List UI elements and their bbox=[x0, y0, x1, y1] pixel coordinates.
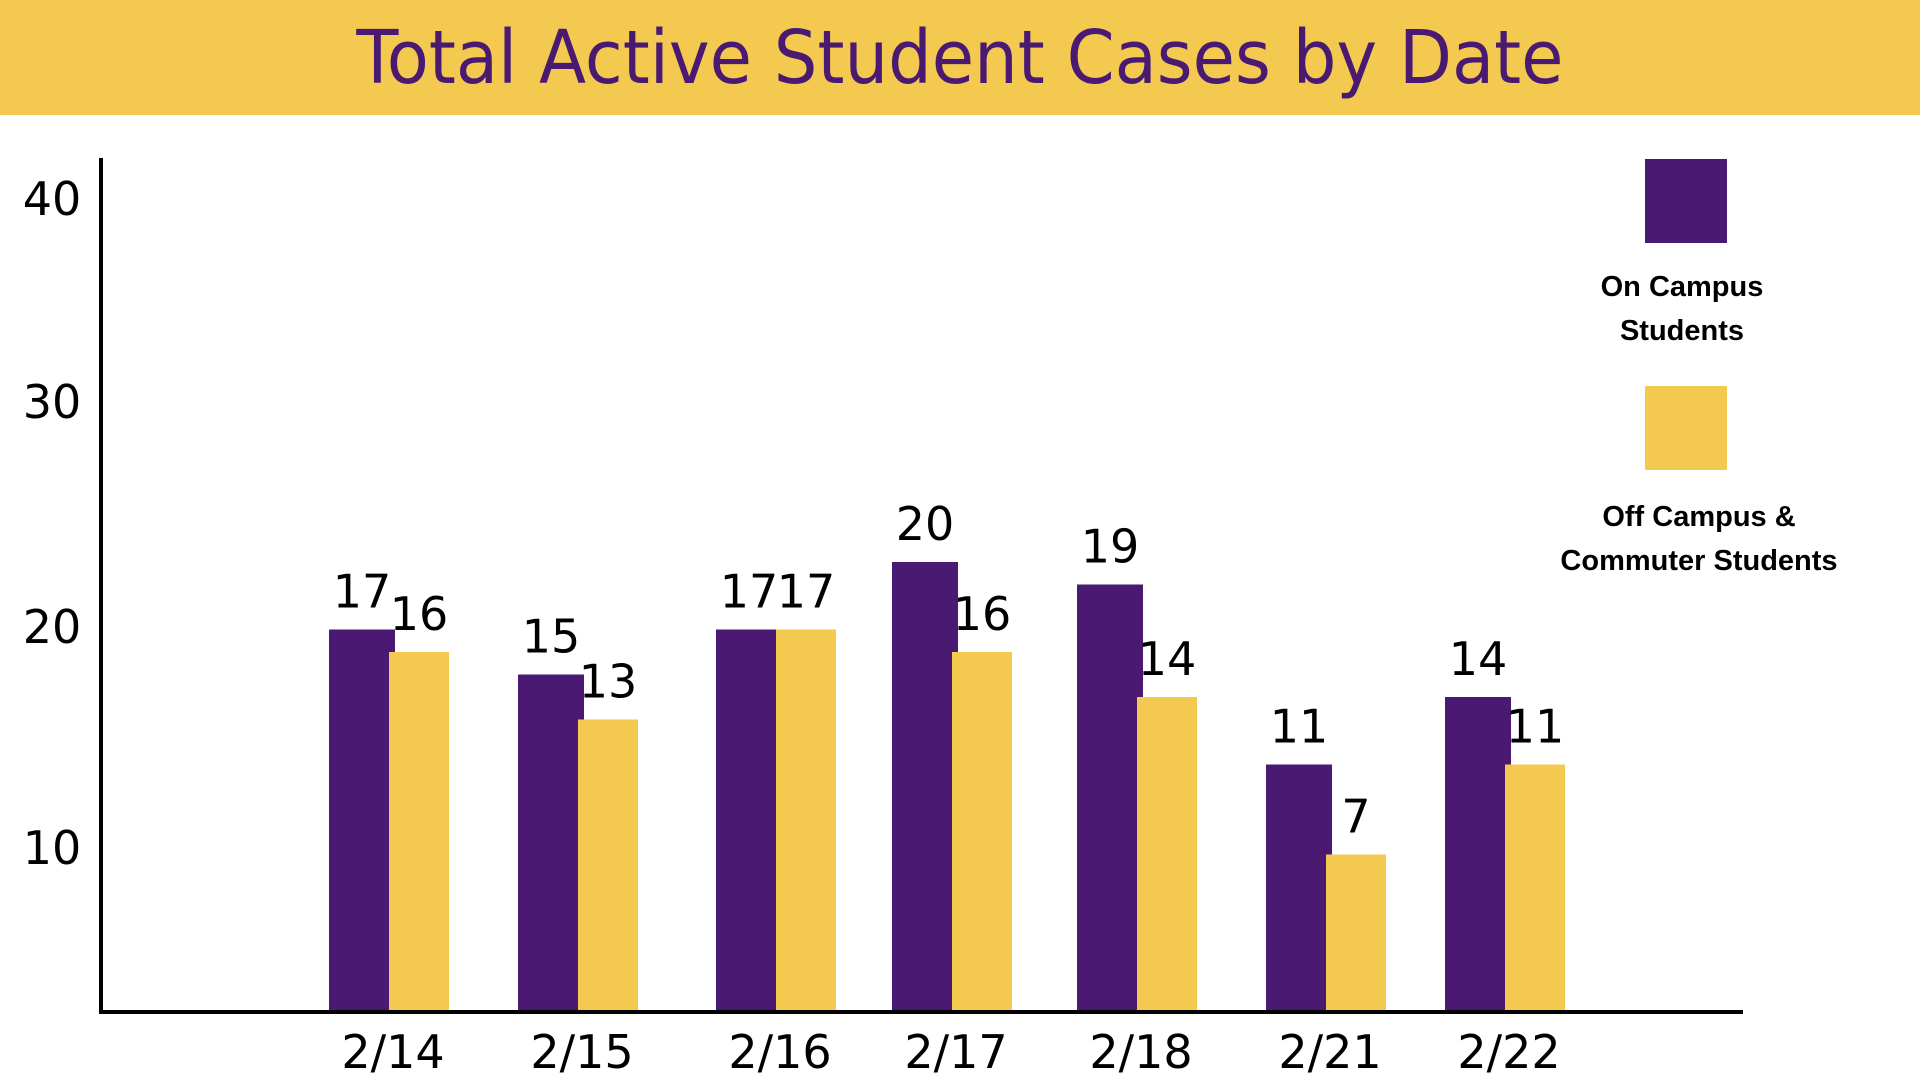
data-label-on-campus: 17 bbox=[333, 565, 392, 619]
bar-on-campus bbox=[518, 674, 584, 1010]
x-tick-label: 2/15 bbox=[530, 1025, 633, 1079]
y-tick-label: 10 bbox=[23, 821, 82, 875]
legend-swatch-off-campus bbox=[1645, 386, 1727, 470]
bar-on-campus bbox=[329, 629, 395, 1010]
legend-swatch-on-campus bbox=[1645, 159, 1727, 243]
bar-on-campus bbox=[1445, 697, 1511, 1010]
bar-off-campus bbox=[1137, 697, 1197, 1010]
bar-off-campus bbox=[389, 652, 449, 1010]
data-label-off-campus: 16 bbox=[953, 587, 1012, 641]
data-label-off-campus: 7 bbox=[1341, 790, 1370, 844]
x-tick-label: 2/22 bbox=[1457, 1025, 1560, 1079]
bar-on-campus bbox=[1077, 584, 1143, 1010]
bar-off-campus bbox=[776, 629, 836, 1010]
data-label-on-campus: 17 bbox=[720, 565, 779, 619]
x-tick-label: 2/21 bbox=[1278, 1025, 1381, 1079]
x-tick-label: 2/14 bbox=[341, 1025, 444, 1079]
chart-title: Total Active Student Cases by Date bbox=[356, 14, 1564, 101]
data-label-off-campus: 13 bbox=[579, 655, 638, 709]
y-tick-label: 20 bbox=[23, 600, 82, 654]
bar-off-campus bbox=[952, 652, 1012, 1010]
data-label-on-campus: 14 bbox=[1449, 632, 1508, 686]
data-label-off-campus: 11 bbox=[1506, 700, 1565, 754]
legend-label-off-campus: Off Campus & Commuter Students bbox=[1519, 495, 1879, 583]
data-label-on-campus: 19 bbox=[1081, 520, 1140, 574]
data-label-off-campus: 16 bbox=[390, 587, 449, 641]
y-tick-label: 40 bbox=[23, 172, 82, 226]
x-tick-label: 2/17 bbox=[904, 1025, 1007, 1079]
bar-on-campus bbox=[1266, 764, 1332, 1010]
legend-on-campus-line1: On Campus bbox=[1600, 271, 1764, 303]
legend-off-campus-line2: Commuter Students bbox=[1560, 545, 1838, 577]
y-tick-label: 30 bbox=[23, 375, 82, 429]
data-label-on-campus: 11 bbox=[1270, 700, 1329, 754]
legend-on-campus-line2: Students bbox=[1619, 315, 1745, 347]
bar-on-campus bbox=[892, 562, 958, 1010]
data-label-on-campus: 15 bbox=[522, 610, 581, 664]
legend-label-on-campus: On Campus Students bbox=[1502, 265, 1862, 353]
title-banner: Total Active Student Cases by Date bbox=[0, 0, 1920, 115]
bar-off-campus bbox=[578, 719, 638, 1010]
bar-on-campus bbox=[716, 629, 782, 1010]
bar-off-campus bbox=[1505, 764, 1565, 1010]
legend-off-campus-line1: Off Campus & bbox=[1602, 501, 1796, 533]
data-label-on-campus: 20 bbox=[896, 497, 955, 551]
x-tick-label: 2/18 bbox=[1089, 1025, 1192, 1079]
data-label-off-campus: 14 bbox=[1138, 632, 1197, 686]
bar-off-campus bbox=[1326, 854, 1386, 1010]
x-tick-label: 2/16 bbox=[728, 1025, 831, 1079]
data-label-off-campus: 17 bbox=[777, 565, 836, 619]
